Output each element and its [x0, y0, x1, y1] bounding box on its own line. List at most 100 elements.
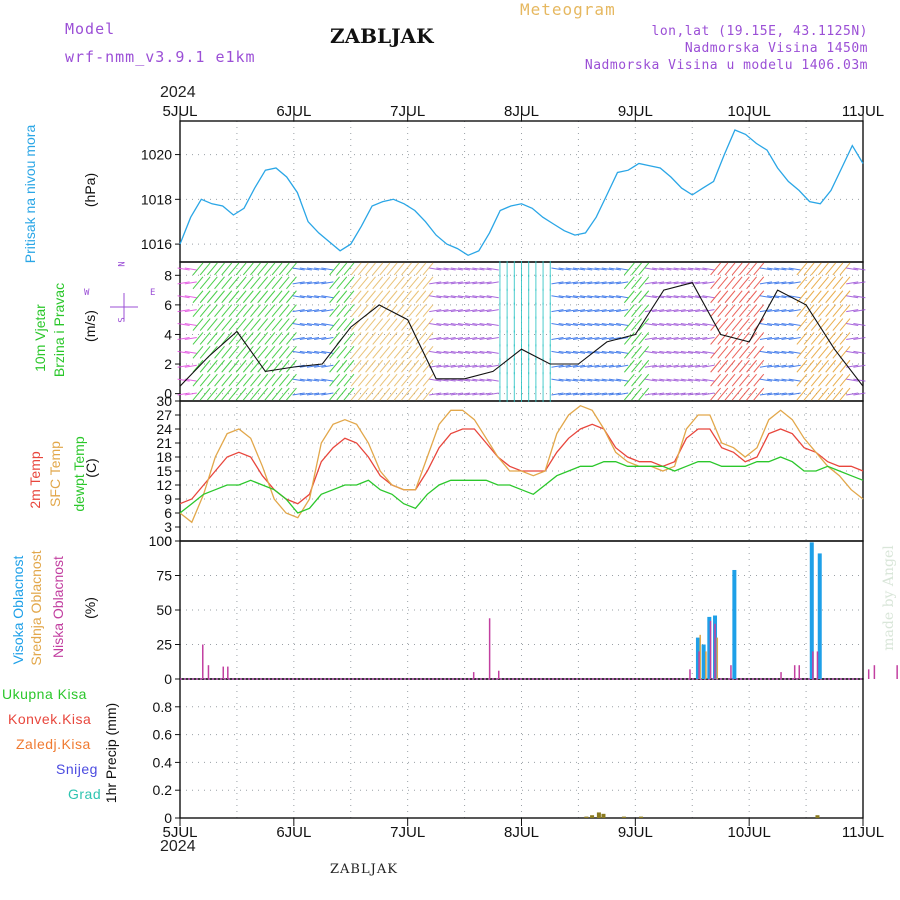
- wind-arrow: [738, 332, 750, 345]
- wind-arrow: [601, 323, 614, 327]
- wind-arrow: [206, 359, 218, 373]
- wind-arrow: [846, 350, 859, 354]
- wind-arrow: [299, 281, 312, 285]
- wind-arrow: [601, 364, 614, 368]
- wind-arrow: [803, 276, 815, 290]
- wind-arrow: [228, 276, 240, 290]
- wind-arrow: [264, 262, 276, 276]
- wind-arrow: [710, 276, 721, 290]
- wind-arrow: [673, 323, 686, 327]
- wind-arrow: [687, 336, 701, 340]
- wind-arrow: [429, 364, 442, 368]
- wind-arrow: [415, 262, 427, 276]
- wind-arrow: [221, 359, 233, 373]
- wind-arrow: [192, 332, 204, 345]
- wind-arrow: [393, 387, 405, 401]
- y-tick-label: 1016: [141, 236, 172, 252]
- wind-arrow: [717, 373, 729, 387]
- wind-arrow: [479, 350, 492, 354]
- wind-arrow: [587, 309, 600, 313]
- wind-arrow: [306, 295, 320, 299]
- wind-arrow: [580, 378, 593, 382]
- wind-arrow: [365, 332, 376, 345]
- wind-arrow: [695, 378, 708, 382]
- y-tick-label: 24: [156, 421, 172, 437]
- wind-arrow: [666, 350, 679, 354]
- wind-arrow: [177, 364, 190, 368]
- wind-arrow: [702, 364, 715, 368]
- wind-arrow: [601, 350, 614, 354]
- wind-arrow: [810, 359, 822, 373]
- wind-arrow: [242, 387, 254, 401]
- y-tick-label: 9: [164, 491, 172, 507]
- wind-arrow: [365, 359, 376, 373]
- wind-arrow: [839, 262, 851, 276]
- wind-arrow: [422, 304, 434, 317]
- wind-arrow: [724, 318, 736, 331]
- wind-arrow: [393, 373, 405, 387]
- wind-arrow: [853, 364, 866, 368]
- wind-arrow: [825, 262, 837, 276]
- wind-arrow: [846, 378, 859, 382]
- wind-arrow: [299, 392, 312, 396]
- wind-arrow: [465, 281, 478, 285]
- wind-arrow: [235, 373, 247, 387]
- wind-arrow: [192, 346, 204, 359]
- wind-arrow: [680, 295, 693, 299]
- wind-arrow: [264, 318, 276, 331]
- model-name: wrf-nmm_v3.9.1 e1km: [65, 48, 256, 66]
- wind-arrow: [422, 262, 434, 276]
- wind-arrow: [221, 290, 233, 304]
- wind-arrow: [321, 378, 334, 382]
- wind-arrow: [386, 318, 398, 331]
- wind-arrow: [314, 364, 327, 368]
- wind-arrow: [472, 350, 485, 354]
- wind-arrow: [184, 295, 197, 299]
- wind-arrow: [788, 309, 801, 313]
- wind-arrow: [401, 318, 412, 331]
- wind-arrow: [221, 276, 233, 290]
- wind-arrow: [774, 336, 787, 340]
- wind-arrow: [450, 295, 463, 299]
- cloud-bar: [207, 665, 210, 679]
- wind-arrow: [673, 378, 686, 382]
- wind-arrow: [796, 373, 808, 387]
- wind-arrow: [422, 318, 434, 331]
- wind-arrow: [228, 359, 240, 373]
- wind-arrow: [457, 323, 471, 327]
- wind-arrow: [710, 332, 721, 345]
- wind-arrow: [329, 387, 340, 401]
- wind-arrow: [774, 267, 787, 271]
- wind-arrow: [695, 392, 708, 396]
- wind-arrow: [803, 304, 815, 317]
- wind-arrow: [666, 364, 679, 368]
- wind-arrow: [479, 309, 492, 313]
- compass-w: W: [84, 288, 90, 298]
- wind-arrow: [350, 346, 362, 359]
- wind-arrow: [299, 350, 312, 354]
- compass-rose: N S W E: [84, 261, 155, 327]
- wind-arrow: [199, 318, 211, 331]
- wind-arrow: [450, 281, 463, 285]
- wind-arrow: [767, 350, 780, 354]
- wind-arrow: [796, 332, 808, 345]
- wind-arrow: [292, 392, 305, 396]
- wind-arrow: [810, 290, 822, 304]
- wind-arrow: [365, 318, 376, 331]
- wind-arrow: [357, 290, 369, 304]
- wind-arrow: [415, 387, 427, 401]
- x-tick-label-bottom: 7JUL: [390, 824, 425, 841]
- wind-arrow: [687, 392, 701, 396]
- wind-arrow: [587, 323, 600, 327]
- wind-arrow: [457, 281, 471, 285]
- wind-arrow: [329, 359, 340, 373]
- wind-arrow: [673, 364, 686, 368]
- wind-arrow: [551, 350, 564, 354]
- wind-arrow: [264, 290, 276, 304]
- wind-arrow: [551, 323, 564, 327]
- wind-arrow: [264, 359, 276, 373]
- wind-arrow: [810, 332, 822, 345]
- wind-arrow: [673, 267, 686, 271]
- wind-arrow: [192, 304, 204, 317]
- wind-arrow: [666, 309, 679, 313]
